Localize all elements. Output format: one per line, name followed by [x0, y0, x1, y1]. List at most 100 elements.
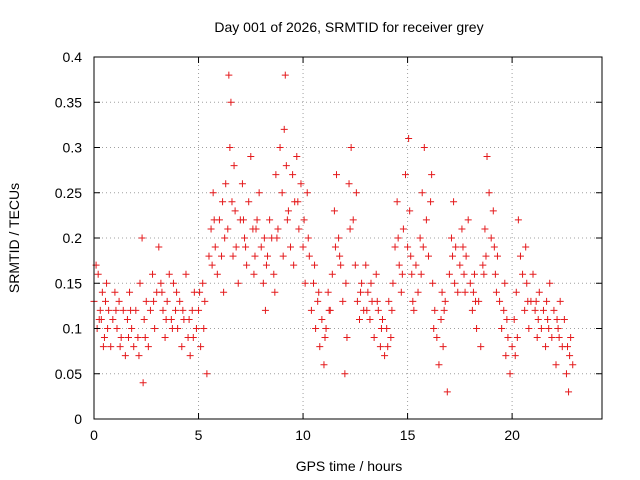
data-point [107, 343, 115, 351]
data-point [314, 297, 322, 305]
data-point [231, 207, 239, 215]
data-point [554, 325, 562, 332]
data-point [482, 252, 490, 260]
data-point [477, 343, 485, 351]
data-point [162, 315, 170, 323]
plot-frame [93, 56, 603, 420]
y-tick-label: 0.4 [63, 49, 83, 65]
x-tick-label: 15 [400, 427, 416, 443]
data-point [168, 325, 176, 332]
data-point [452, 243, 460, 251]
data-point [259, 279, 267, 287]
data-point [410, 306, 418, 314]
data-point [399, 225, 407, 233]
data-point [284, 207, 292, 215]
data-point [209, 189, 217, 197]
data-point [567, 334, 575, 342]
data-point [393, 198, 401, 206]
data-point [454, 288, 462, 296]
data-point [230, 162, 238, 170]
data-point [276, 144, 284, 151]
data-point [266, 216, 274, 224]
data-point [544, 315, 552, 323]
chart-title: Day 001 of 2026, SRMTID for receiver gre… [214, 19, 483, 35]
data-point [138, 234, 146, 242]
data-point [271, 288, 279, 296]
y-tick-label: 0.15 [55, 275, 82, 291]
data-point [305, 252, 313, 260]
data-point [312, 325, 320, 332]
data-point [437, 315, 445, 323]
data-point [295, 225, 303, 233]
data-point [226, 144, 234, 151]
data-point [469, 288, 477, 296]
data-point [155, 243, 163, 251]
data-point [435, 361, 443, 369]
data-point [283, 216, 291, 224]
data-point [566, 352, 574, 360]
data-point [192, 325, 200, 332]
data-point [460, 270, 468, 278]
data-point [493, 252, 501, 260]
data-point [407, 252, 415, 260]
data-point [310, 279, 318, 287]
data-point [297, 180, 305, 188]
data-point [176, 297, 184, 305]
data-point [218, 252, 226, 260]
data-point [422, 216, 430, 224]
data-point [278, 189, 286, 197]
data-point [506, 370, 514, 378]
data-point [409, 297, 417, 305]
data-point [315, 288, 323, 296]
data-point [370, 334, 378, 342]
data-point [553, 315, 561, 323]
data-point [253, 216, 261, 224]
data-point [94, 270, 102, 278]
data-point [322, 325, 330, 332]
data-point [374, 306, 382, 314]
data-point [146, 306, 154, 314]
data-point [234, 279, 242, 287]
data-point [222, 180, 230, 188]
data-point [136, 279, 144, 287]
data-point [449, 252, 457, 260]
data-point [388, 306, 396, 314]
y-tick-label: 0.2 [63, 230, 83, 246]
data-point [182, 270, 190, 278]
data-point [498, 325, 506, 332]
data-point [473, 325, 481, 332]
data-point [241, 234, 249, 242]
data-point [480, 270, 488, 278]
data-point [418, 189, 426, 197]
data-point [311, 261, 319, 269]
data-point [199, 279, 207, 287]
data-point [119, 306, 127, 314]
data-point [401, 171, 409, 179]
data-point [552, 361, 560, 369]
data-point [466, 279, 474, 287]
data-point [197, 343, 205, 351]
data-point [300, 216, 308, 224]
data-point [372, 270, 380, 278]
data-point [172, 306, 180, 314]
data-point [349, 216, 357, 224]
data-point [270, 270, 278, 278]
data-point [127, 306, 135, 314]
data-point [139, 379, 147, 387]
data-point [116, 343, 124, 351]
data-point [318, 315, 326, 323]
data-points [90, 71, 577, 396]
data-point [260, 234, 268, 242]
data-point [485, 189, 493, 197]
data-point [299, 243, 307, 251]
data-point [398, 270, 406, 278]
data-point [264, 252, 272, 260]
data-point [325, 306, 333, 314]
data-point [529, 270, 537, 278]
data-point [134, 334, 142, 342]
data-point [316, 343, 324, 351]
data-point [341, 370, 349, 378]
data-point [377, 325, 385, 332]
data-point [438, 288, 446, 296]
